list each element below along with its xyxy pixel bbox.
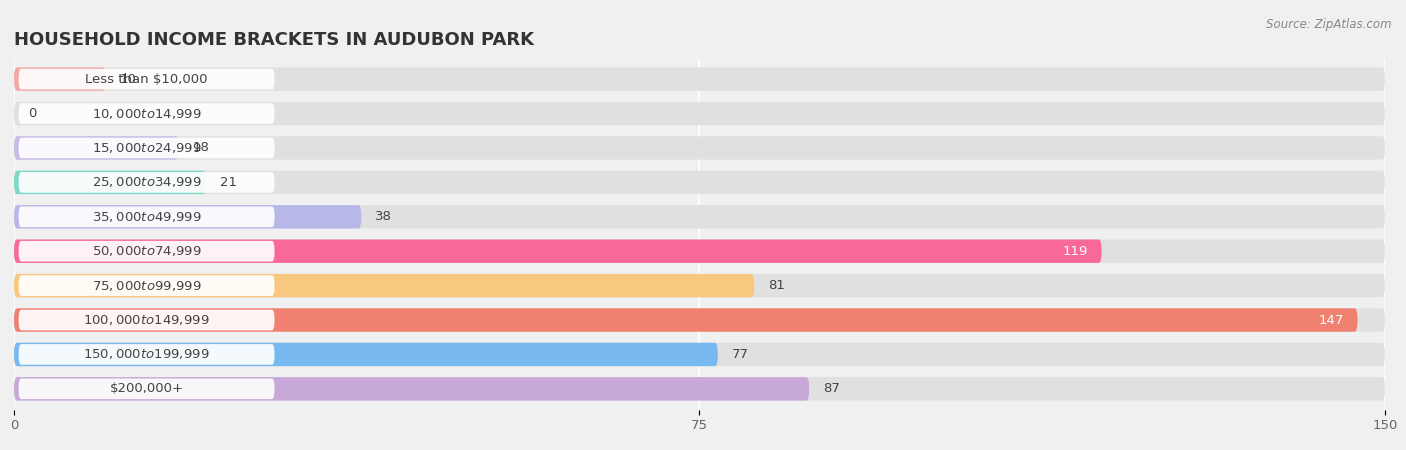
Text: $150,000 to $199,999: $150,000 to $199,999 [83, 347, 209, 361]
Text: 38: 38 [375, 210, 392, 223]
FancyBboxPatch shape [14, 239, 1102, 263]
FancyBboxPatch shape [18, 69, 274, 90]
FancyBboxPatch shape [14, 343, 1385, 366]
Text: Less than $10,000: Less than $10,000 [86, 72, 208, 86]
FancyBboxPatch shape [18, 378, 274, 399]
Text: 119: 119 [1063, 245, 1088, 258]
FancyBboxPatch shape [18, 172, 274, 193]
FancyBboxPatch shape [14, 274, 1385, 297]
FancyBboxPatch shape [18, 241, 274, 261]
FancyBboxPatch shape [14, 68, 105, 91]
Text: 87: 87 [823, 382, 839, 396]
Text: $50,000 to $74,999: $50,000 to $74,999 [91, 244, 201, 258]
FancyBboxPatch shape [14, 136, 1385, 160]
Text: $25,000 to $34,999: $25,000 to $34,999 [91, 176, 201, 189]
Text: 81: 81 [768, 279, 785, 292]
Text: 77: 77 [731, 348, 748, 361]
Text: 10: 10 [120, 72, 136, 86]
Text: 147: 147 [1319, 314, 1344, 327]
FancyBboxPatch shape [18, 310, 274, 330]
FancyBboxPatch shape [14, 171, 207, 194]
FancyBboxPatch shape [14, 136, 179, 160]
Text: $100,000 to $149,999: $100,000 to $149,999 [83, 313, 209, 327]
FancyBboxPatch shape [14, 274, 755, 297]
FancyBboxPatch shape [14, 343, 718, 366]
Text: $15,000 to $24,999: $15,000 to $24,999 [91, 141, 201, 155]
FancyBboxPatch shape [18, 344, 274, 365]
Text: 21: 21 [219, 176, 236, 189]
FancyBboxPatch shape [18, 207, 274, 227]
Text: Source: ZipAtlas.com: Source: ZipAtlas.com [1267, 18, 1392, 31]
FancyBboxPatch shape [18, 103, 274, 124]
FancyBboxPatch shape [18, 275, 274, 296]
Text: 18: 18 [193, 141, 209, 154]
FancyBboxPatch shape [14, 308, 1358, 332]
Text: 0: 0 [28, 107, 37, 120]
Text: $200,000+: $200,000+ [110, 382, 184, 396]
Text: $10,000 to $14,999: $10,000 to $14,999 [91, 107, 201, 121]
Text: $35,000 to $49,999: $35,000 to $49,999 [91, 210, 201, 224]
FancyBboxPatch shape [14, 171, 1385, 194]
FancyBboxPatch shape [14, 239, 1385, 263]
FancyBboxPatch shape [14, 102, 1385, 125]
FancyBboxPatch shape [18, 138, 274, 158]
FancyBboxPatch shape [14, 377, 1385, 400]
FancyBboxPatch shape [14, 205, 1385, 229]
Text: $75,000 to $99,999: $75,000 to $99,999 [91, 279, 201, 292]
FancyBboxPatch shape [14, 205, 361, 229]
FancyBboxPatch shape [14, 68, 1385, 91]
FancyBboxPatch shape [14, 308, 1385, 332]
Text: HOUSEHOLD INCOME BRACKETS IN AUDUBON PARK: HOUSEHOLD INCOME BRACKETS IN AUDUBON PAR… [14, 31, 534, 49]
FancyBboxPatch shape [14, 377, 810, 400]
